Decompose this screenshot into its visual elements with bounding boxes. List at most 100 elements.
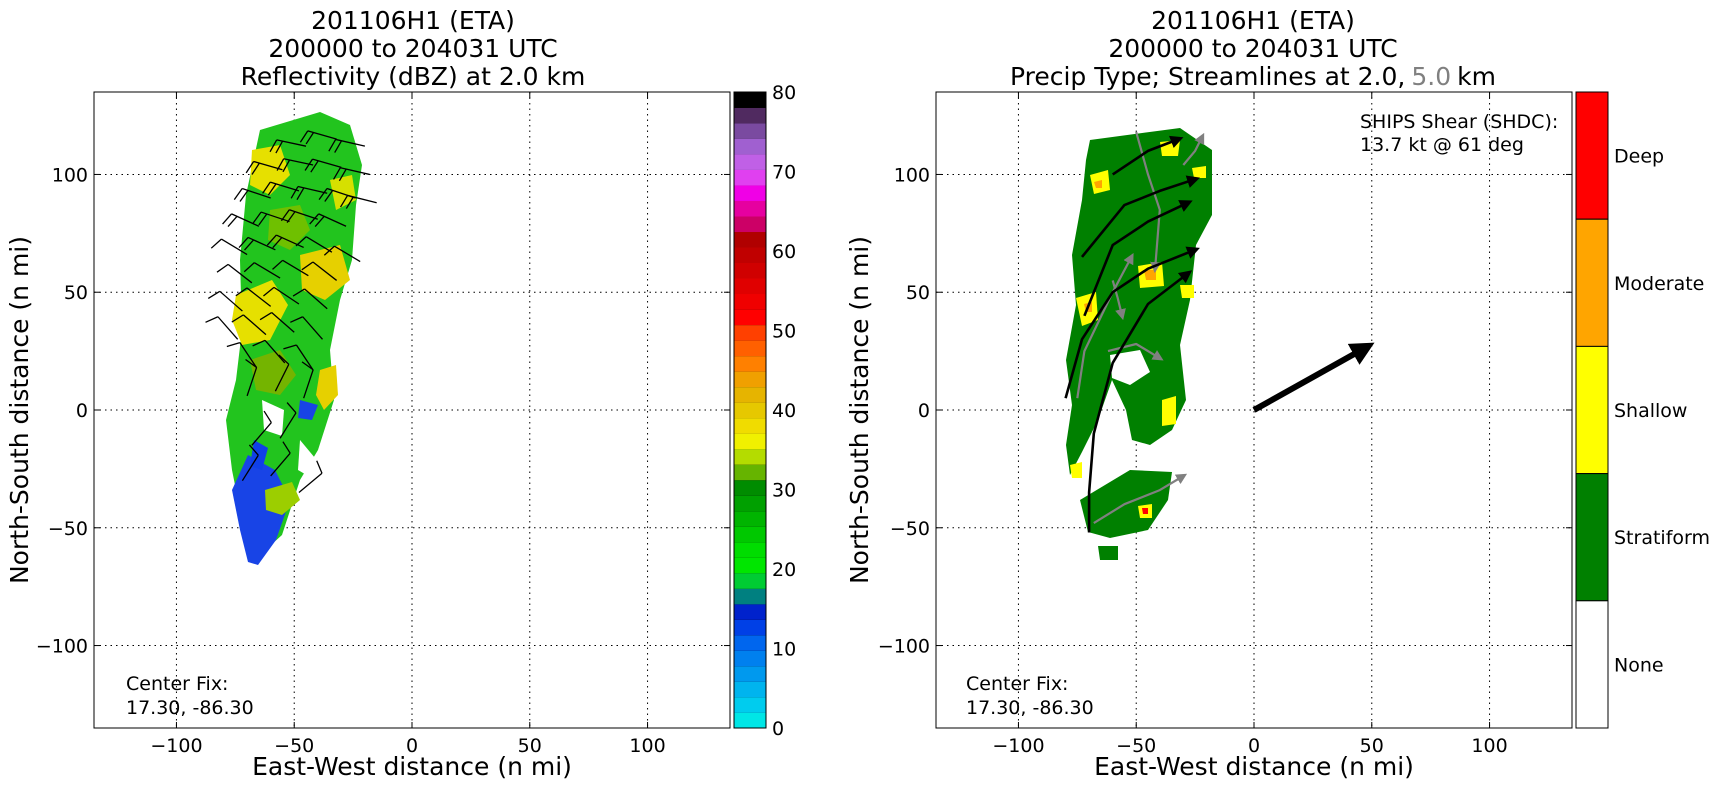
left-y-tick-label: 0	[76, 400, 88, 422]
left-y-axis-label: North-South distance (n mi)	[5, 236, 34, 584]
category-label-moderate: Moderate	[1614, 273, 1704, 295]
wind-barb	[216, 263, 253, 284]
right-x-tick-label: 100	[1471, 735, 1507, 757]
category-swatch	[1575, 218, 1609, 347]
colorbar-segment	[734, 371, 766, 388]
wind-barb	[245, 358, 258, 397]
colorbar-tick-label: 10	[772, 639, 796, 661]
colorbar-segment	[734, 185, 766, 201]
left-x-tick-label: 100	[629, 735, 665, 757]
colorbar-segment	[734, 262, 766, 279]
left-x-tick-label: 0	[406, 735, 418, 757]
colorbar-segment	[734, 433, 766, 450]
streamline	[1111, 280, 1126, 321]
precip-type-colorbar-frame	[1575, 91, 1609, 729]
wind-barb	[290, 316, 323, 340]
wind-barb	[207, 290, 243, 312]
wind-barb	[238, 236, 276, 251]
colorbar-segment	[734, 92, 766, 108]
wind-barb	[280, 209, 318, 224]
colorbar-tick-label: 70	[772, 162, 796, 184]
colorbar-segment	[734, 107, 766, 124]
precip-type-colorbar-labels: Deep Moderate Shallow Stratiform None	[1614, 146, 1710, 677]
wind-barb	[328, 138, 366, 153]
colorbar-segment	[734, 154, 766, 170]
colorbar-segment	[734, 634, 766, 651]
right-y-tick-label: 50	[906, 282, 930, 304]
left-title-line-2: 200000 to 204031 UTC	[268, 34, 557, 63]
colorbar-segment	[734, 402, 766, 419]
left-plot-frame	[93, 91, 731, 729]
streamline	[1093, 473, 1188, 525]
wind-barbs	[205, 130, 377, 493]
colorbar-segment	[734, 231, 766, 248]
right-y-axis-label: North-South distance (n mi)	[845, 236, 874, 584]
left-x-tick-label: −50	[274, 735, 314, 757]
colorbar-segment	[734, 123, 766, 139]
wind-barb	[251, 410, 272, 446]
colorbar-segment	[734, 169, 766, 186]
left-y-tick-label: 50	[64, 282, 88, 304]
left-y-tick-label: −100	[36, 636, 88, 658]
colorbar-segment	[734, 510, 766, 527]
left-x-tick-label: −100	[150, 735, 202, 757]
colorbar-segment	[734, 386, 766, 403]
colorbar-segment	[734, 324, 766, 341]
wind-barb	[292, 288, 328, 310]
reflectivity-colorbar	[734, 91, 766, 729]
colorbar-tick-label: 0	[772, 718, 784, 740]
wind-barb	[235, 287, 272, 307]
colorbar-segment	[734, 572, 766, 589]
colorbar-segment	[734, 526, 766, 543]
shear-label: SHIPS Shear (SHDC):	[1360, 111, 1558, 133]
colorbar-segment	[734, 247, 766, 264]
right-y-axis-ticks: 100 50 0 −50 −100	[878, 164, 930, 657]
wind-barb	[262, 181, 300, 196]
right-x-axis-label: East-West distance (n mi)	[1094, 752, 1414, 781]
right-x-axis-ticks: −100 −50 0 50 100	[992, 735, 1507, 757]
wind-barb	[295, 236, 333, 253]
colorbar-segment	[734, 665, 766, 682]
wind-barb	[290, 185, 328, 200]
colorbar-segment	[734, 448, 766, 465]
right-title-line-1: 201106H1 (ETA)	[1151, 6, 1355, 35]
left-title-line-1: 201106H1 (ETA)	[311, 6, 515, 35]
colorbar-segment	[734, 650, 766, 667]
wind-barb	[231, 314, 267, 336]
right-x-tick-label: −50	[1116, 735, 1156, 757]
shear-vector-arrow	[1252, 342, 1375, 413]
colorbar-segment	[734, 681, 766, 698]
wind-barb	[263, 286, 300, 305]
right-center-fix-value: 17.30, -86.30	[966, 697, 1094, 719]
colorbar-segment	[734, 216, 766, 233]
right-y-tick-label: −50	[890, 518, 930, 540]
colorbar-segment	[734, 340, 766, 357]
left-center-fix-value: 17.30, -86.30	[126, 697, 254, 719]
colorbar-segment	[734, 603, 766, 620]
colorbar-segment	[734, 479, 766, 496]
wind-barb	[279, 402, 297, 439]
wind-barb	[226, 342, 258, 368]
wind-barb	[233, 187, 271, 202]
left-y-axis-ticks: 100 50 0 −50 −100	[36, 164, 88, 657]
colorbar-segment	[734, 355, 766, 372]
right-y-tick-label: 0	[918, 400, 930, 422]
wind-barb	[259, 311, 295, 333]
wind-barb	[301, 361, 314, 399]
reflectivity-panel: 201106H1 (ETA) 200000 to 204031 UTC Refl…	[5, 6, 796, 781]
wind-barb	[299, 130, 337, 145]
category-label-deep: Deep	[1614, 146, 1664, 168]
right-plot-frame	[935, 91, 1573, 729]
wind-barb	[301, 261, 338, 281]
right-title-line-3: Precip Type; Streamlines at 2.0, 5.0 km	[1010, 62, 1496, 91]
colorbar-segment	[734, 619, 766, 636]
streamline	[1076, 253, 1134, 399]
wind-barb	[283, 344, 314, 371]
streamline	[1087, 270, 1193, 533]
wind-barb	[241, 444, 259, 482]
wind-barb	[309, 213, 347, 227]
colorbar-segment	[734, 278, 766, 295]
streamlines	[1064, 131, 1205, 533]
colorbar-segment	[734, 293, 766, 310]
